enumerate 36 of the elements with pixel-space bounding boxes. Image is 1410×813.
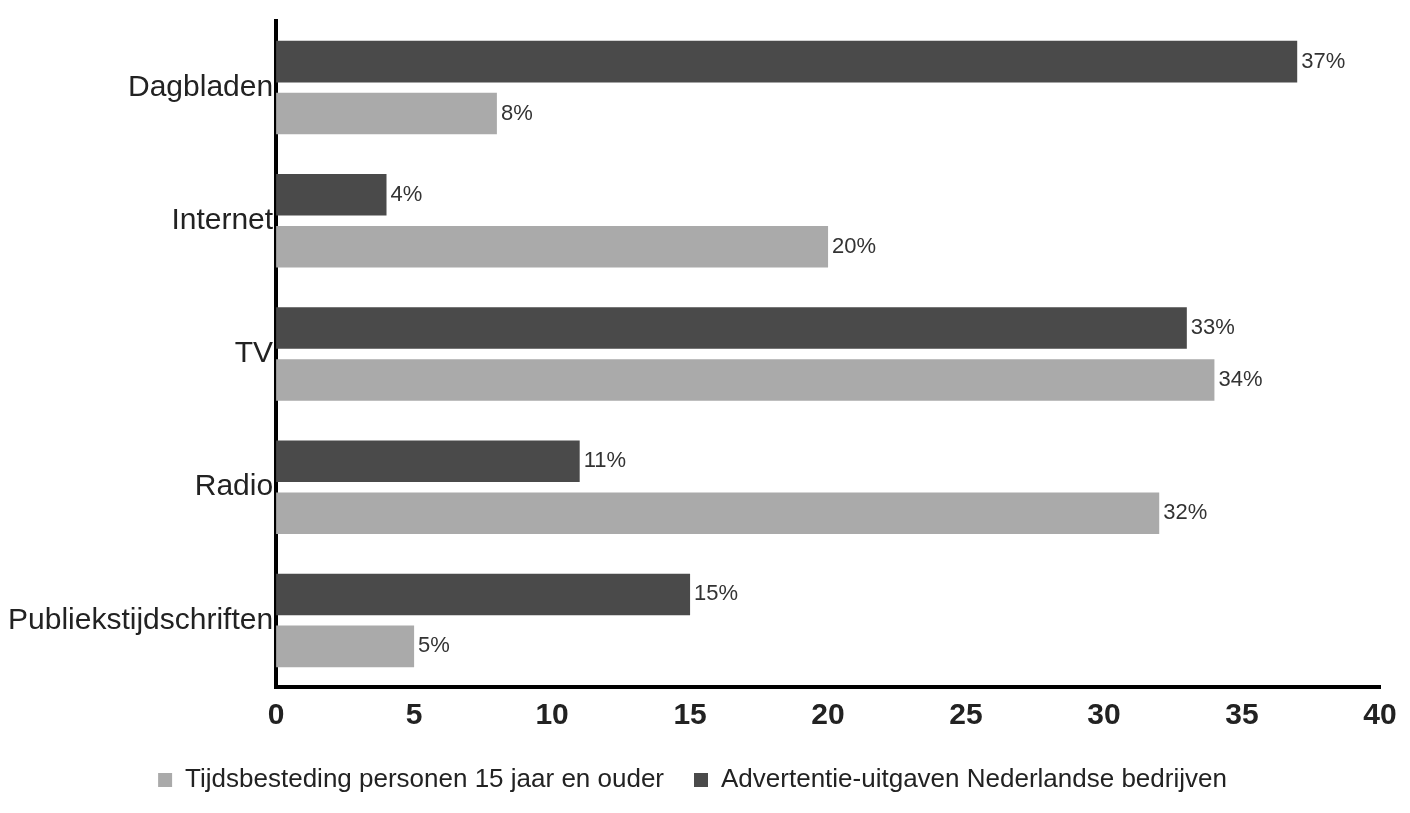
data-label: 34% — [1218, 366, 1263, 392]
x-tick-label: 40 — [1363, 697, 1397, 731]
bar — [276, 573, 691, 616]
bar — [276, 625, 415, 668]
x-tick-label: 10 — [535, 697, 569, 731]
legend-label: Advertentie-uitgaven Nederlandse bedrijven — [721, 763, 1227, 794]
y-tick-label: Publiekstijdschriften — [8, 601, 274, 635]
bar — [276, 307, 1187, 349]
bar — [276, 92, 497, 135]
data-label: 32% — [1163, 499, 1208, 525]
data-label: 20% — [832, 232, 877, 258]
bar — [276, 226, 829, 268]
data-label: 37% — [1301, 47, 1346, 73]
y-tick-label: Radio — [194, 468, 274, 502]
data-label: 4% — [390, 180, 423, 206]
y-tick-label: TV — [234, 335, 274, 369]
data-label: 5% — [418, 632, 450, 658]
bar — [276, 492, 1160, 534]
bar — [276, 40, 1298, 83]
data-label: 8% — [500, 99, 533, 125]
x-tick-label: 20 — [811, 697, 845, 731]
data-label: 15% — [694, 580, 739, 606]
bar — [276, 440, 580, 483]
x-tick-label: 25 — [949, 697, 983, 731]
data-label: 33% — [1190, 314, 1235, 340]
bar — [276, 174, 387, 216]
y-tick-label: Dagbladen — [128, 68, 274, 102]
bar — [276, 359, 1215, 401]
x-tick-label: 0 — [267, 697, 285, 731]
x-tick-label: 35 — [1225, 697, 1259, 731]
legend-label: Tijdsbesteding personen 15 jaar en ouder — [185, 763, 665, 794]
x-tick-label: 5 — [405, 697, 423, 731]
x-tick-label: 30 — [1087, 697, 1121, 731]
y-tick-label: Internet — [171, 202, 274, 236]
x-tick-label: 15 — [673, 697, 707, 731]
data-label: 11% — [583, 447, 627, 473]
